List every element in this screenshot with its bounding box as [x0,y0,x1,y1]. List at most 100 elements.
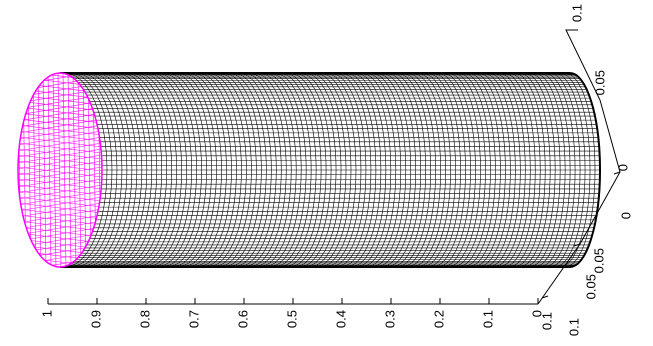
mesh-line-ring [187,72,227,268]
mesh-line-ring [493,72,526,268]
end-cap-mesh-line [18,166,102,182]
mesh-line-ring [121,72,163,268]
mesh-line-ring [503,72,536,268]
mesh-line-ring [371,72,407,268]
mesh-line-ring [360,72,397,268]
mesh-line-ring [396,72,431,268]
mesh-line-ring [350,72,387,268]
depth-axis-tick-label: 0 [618,212,633,219]
mesh-line-ring [452,72,486,268]
depth-axis-tick [573,243,581,247]
mesh-line-ring [126,72,168,268]
mesh-line-ring [513,72,546,268]
long-axis-tick-label: 0 [529,310,544,317]
mesh-line-ring [238,72,277,268]
right-axis-tick-labels: 0.1 0.05 0 0.05 0.1 [566,4,630,336]
mesh-line-ring [197,72,237,268]
mesh-line-ring [90,72,133,268]
mesh-line-ring [228,72,267,268]
end-cap-mesh-line [18,214,102,230]
end-cap-mesh-line [32,73,37,267]
end-cap-mesh-line [42,73,47,267]
long-axis-tick-label: 0.9 [88,310,103,328]
mesh-line-ring [223,72,262,268]
right-axis-tick-label: 0.05 [592,70,607,95]
depth-axis-tick [613,171,621,175]
mesh-line-ring [243,72,282,268]
mesh-line-ring [355,72,392,268]
end-cap-mesh-line [47,73,52,267]
long-axis-tick-label: 0.5 [284,310,299,328]
mesh-line-ring [320,72,357,268]
mesh-line-ring [289,72,327,268]
mesh-line-ring [172,72,212,268]
mesh-line-ring [330,72,367,268]
mesh-line-ring [75,72,118,268]
end-cap-mesh-line [52,73,57,267]
mesh-line-ring [146,72,187,268]
mesh-line-ring [182,72,222,268]
mesh-line-ring [70,72,113,268]
mesh-line-ring [478,72,511,268]
mesh-line-ring [498,72,531,268]
mesh-line-ring [284,72,322,268]
mesh-line-ring [564,72,596,268]
mesh-line-ring [442,72,476,268]
mesh-line-ring [202,72,242,268]
end-cap-mesh-line [18,148,102,164]
mesh-line-ring [65,72,108,268]
mesh-line-ring [192,72,232,268]
long-axis-tick-labels: 1 0.9 0.8 0.7 0.6 0.5 0.4 0.3 0.2 0.1 0 [39,310,544,328]
mesh-line-ring [85,72,128,268]
mesh-line-ring [100,72,143,268]
end-cap-mesh-line [62,73,67,267]
long-axis-tick-label: 0.3 [382,310,397,328]
mesh-line-ring [314,72,352,268]
mesh-line-ring [269,72,307,268]
mesh-line-ring [80,72,123,268]
mesh-line-ring [340,72,377,268]
mesh-line-ring [447,72,481,268]
depth-axis-tick-labels: 0.1 0.05 0 [539,212,633,330]
mesh-line-ring [559,72,591,268]
mesh-line-ring [386,72,422,268]
mesh-line-ring [141,72,182,268]
end-cap-mesh-line [18,136,102,152]
right-axis-line [565,29,621,173]
mesh-line-ring [95,72,138,268]
depth-axis-tick-label: 0.1 [539,312,554,330]
mesh-line-ring [427,72,461,268]
mesh-line-ring [529,72,561,268]
long-axis-tick-label: 0.4 [333,310,348,328]
long-axis-tick-label: 1 [39,310,54,317]
mesh-line-ring [167,72,207,268]
end-cap-mesh-line [77,73,82,267]
mesh-line-ring [325,72,362,268]
mesh-line-ring [432,72,466,268]
cylinder-surface-mesh [59,72,601,268]
mesh-line-ring [416,72,451,268]
mesh-line-ring [401,72,436,268]
mesh-line-ring [457,72,491,268]
mesh-line-ring [253,72,292,268]
end-cap-mesh-line [67,73,72,267]
mesh-line-ring [151,72,192,268]
mesh-line-ring [437,72,471,268]
end-cap-mesh-line [82,73,87,267]
mesh-line-ring [381,72,417,268]
mesh-line-ring [508,72,541,268]
mesh-line-ring [207,72,247,268]
long-axis-tick-label: 0.2 [431,310,446,328]
right-axis-tick-label: 0.1 [566,318,581,336]
mesh-line-ring [554,72,586,268]
long-axis-tick-label: 0.1 [480,310,495,328]
end-cap-mesh-line [57,73,62,267]
end-cap-mesh-line [18,172,102,188]
mesh-line-ring [131,72,173,268]
mesh-line-ring [406,72,441,268]
mesh-line-ring [473,72,506,268]
mesh-line-ring [534,72,566,268]
mesh-line-ring [422,72,456,268]
mesh-line-ring [105,72,148,268]
end-cap-mesh-line [37,73,42,267]
